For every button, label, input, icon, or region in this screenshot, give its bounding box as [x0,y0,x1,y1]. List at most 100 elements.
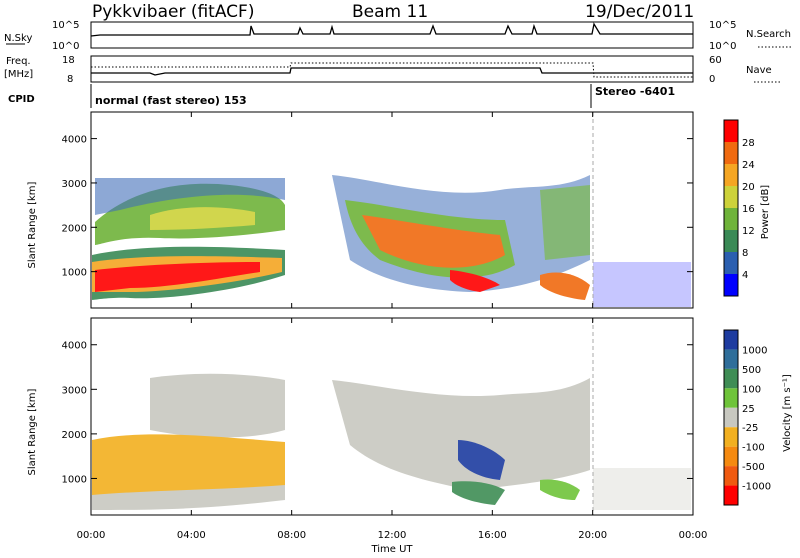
velocity-echo-lower-grey [92,485,285,510]
velocity-echo-late-green [540,479,580,500]
time-tick-label: 20:00 [578,530,607,541]
power-colorbar-segment [724,252,738,274]
power-echo-lower-core [95,262,260,292]
freq-unit-label: [MHz] [4,69,33,80]
velocity-colorbar-frame [723,329,739,506]
time-tick-label: 16:00 [478,530,507,541]
velocity-colorbar-tick: 25 [742,404,755,415]
power-colorbar-tick: 8 [742,248,748,259]
velocity-colorbar-label: Velocity [m s⁻¹] [782,374,793,452]
beam-label: Beam 11 [352,2,428,22]
nave-label: Nave [746,65,772,76]
noise-sky-label: N.Sky [4,33,32,44]
velocity-ytick-label: 3000 [62,385,87,396]
power-colorbar-segment [724,120,738,142]
velocity-colorbar-tick: 500 [742,365,761,376]
power-stereo-region [593,262,691,307]
noise-panel: N.Sky 10^5 10^0 10^5 10^0 N.Search [4,20,792,52]
power-colorbar-segment [724,164,738,186]
power-echo-middle-core [362,215,505,268]
program-stereo-label: Stereo -6401 [595,85,675,98]
velocity-colorbar-tick: 100 [742,384,761,395]
power-colorbar-segment [724,142,738,164]
freq-right-tick-bottom: 0 [709,74,715,85]
velocity-ytick-label: 1000 [62,474,87,485]
power-colorbar: 4 8 12 16 20 24 28 [723,119,755,297]
power-echo-middle-hot [450,270,500,292]
time-axis-label: Time UT [370,544,413,554]
velocity-colorbar-segment [724,485,738,505]
power-ylabel: Slant Range [km] [27,181,38,268]
power-colorbar-segment [724,186,738,208]
velocity-colorbar-segment [724,407,738,428]
power-colorbar-tick: 16 [742,204,755,215]
freq-right-tick-top: 60 [709,55,722,66]
power-colorbar-tick: 24 [742,160,755,171]
velocity-yaxis: 1000 2000 3000 4000 [62,341,693,485]
velocity-echo-middle [332,378,590,490]
power-echo-late [540,272,590,300]
power-colorbar-tick: 20 [742,182,755,193]
power-yaxis: 1000 2000 3000 4000 [62,135,693,279]
freq-left-tick-bottom: 8 [67,74,73,85]
cpid-panel: CPID normal (fast stereo) 153 Stereo -64… [8,84,675,108]
power-echo-late-green [540,185,590,260]
power-echo-blue [95,178,285,215]
velocity-colorbar-tick: -25 [742,423,758,434]
velocity-colorbar: 1000 500 100 25 -25 -100 -500 -1000 [723,329,771,506]
power-colorbar-segment [724,208,738,230]
velocity-ytick-label: 2000 [62,430,87,441]
velocity-colorbar-tick: 1000 [742,345,767,356]
time-axis: 00:00 04:00 08:00 12:00 16:00 20:00 00:00 [77,112,708,541]
power-colorbar-tick: 12 [742,226,755,237]
power-colorbar-tick: 4 [742,270,748,281]
velocity-panel: 1000 2000 3000 4000 Slant Range [km] 1000 50… [27,317,793,516]
program-normal-label: normal (fast stereo) 153 [95,94,247,107]
cpid-label: CPID [8,94,35,105]
power-echo-upper-core [150,207,255,230]
time-tick-label: 08:00 [277,530,306,541]
velocity-colorbar-segment [724,349,738,369]
velocity-ylabel: Slant Range [km] [27,388,38,475]
velocity-colorbar-tick: -100 [742,443,765,454]
velocity-data-layer [92,373,691,510]
time-tick-label: 12:00 [378,530,407,541]
date-label: 19/Dec/2011 [585,2,694,22]
power-colorbar-frame [723,119,739,297]
velocity-echo-low-green [452,481,505,505]
velocity-colorbar-segment [724,388,738,408]
frequency-panel: Freq. [MHz] 18 8 60 0 Nave [4,55,780,85]
velocity-colorbar-segment [724,368,738,389]
noise-left-tick-top: 10^5 [52,20,79,31]
power-ytick-label: 1000 [62,268,87,279]
power-colorbar-segment [724,230,738,252]
time-tick-label: 00:00 [77,530,106,541]
velocity-echo-middle-green [458,440,505,480]
freq-label: Freq. [6,56,31,67]
power-ytick-label: 2000 [62,223,87,234]
velocity-colorbar-segment [724,330,738,350]
power-colorbar-label: Power [dB] [760,185,771,240]
velocity-colorbar-tick: -500 [742,462,765,473]
time-tick-label: 00:00 [679,530,708,541]
power-colorbar-segment [724,274,738,296]
velocity-stereo-region [593,468,691,510]
velocity-colorbar-segment [724,446,738,467]
power-colorbar-tick: 28 [742,138,755,149]
power-data-layer [92,175,691,307]
velocity-ytick-label: 4000 [62,341,87,352]
power-ytick-label: 3000 [62,179,87,190]
velocity-colorbar-segment [724,466,738,486]
time-tick-label: 04:00 [177,530,206,541]
freq-left-tick-top: 18 [62,55,75,66]
power-ytick-label: 4000 [62,135,87,146]
power-panel: 1000 2000 3000 4000 Slant Range [km] 4 8 12 16… [27,111,771,309]
noise-search-label: N.Search [746,29,791,40]
noise-right-tick-top: 10^5 [709,20,736,31]
velocity-echo-lower [92,434,285,505]
velocity-colorbar-tick: -1000 [742,482,771,493]
station-title: Pykkvibaer (fitACF) [92,2,254,22]
velocity-echo-upper [150,373,285,438]
noise-left-tick-bottom: 10^0 [52,41,79,52]
